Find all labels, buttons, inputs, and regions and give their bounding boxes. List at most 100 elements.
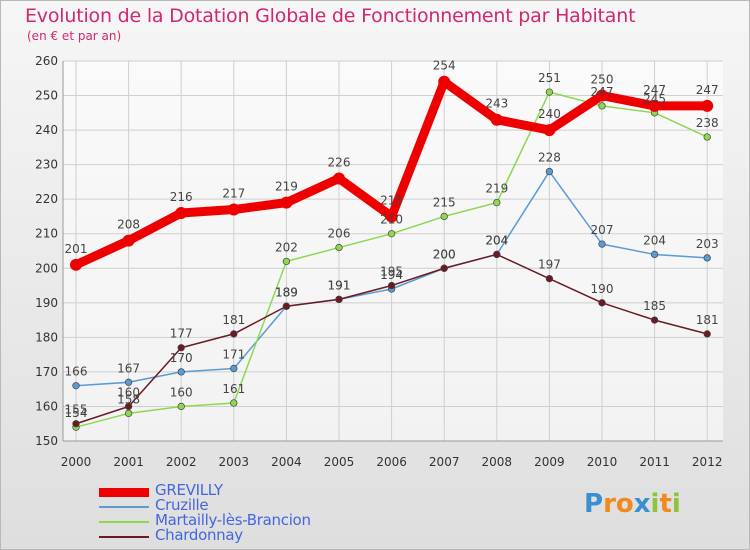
y-tick-label: 240 (35, 123, 58, 137)
x-tick-label: 2001 (113, 455, 144, 469)
y-tick-label: 250 (35, 89, 58, 103)
y-tick-label: 260 (35, 54, 58, 68)
data-point (703, 330, 711, 338)
data-label: 251 (538, 71, 561, 85)
data-point (230, 330, 238, 338)
data-label: 215 (433, 195, 456, 209)
data-label: 228 (538, 151, 561, 165)
data-point (70, 258, 82, 271)
data-point (545, 88, 554, 96)
proxiti-logo: Proxiti (584, 489, 681, 519)
data-point (282, 257, 291, 266)
y-tick-label: 200 (35, 261, 58, 275)
y-tick-label: 180 (35, 330, 58, 344)
data-point (333, 172, 345, 185)
data-label: 247 (696, 83, 719, 97)
data-point (438, 75, 451, 88)
data-point (650, 316, 659, 324)
data-point (545, 167, 554, 176)
data-label: 167 (117, 361, 140, 375)
data-point (335, 243, 343, 252)
data-label: 160 (170, 385, 193, 399)
data-label: 200 (433, 247, 456, 261)
y-tick-label: 220 (35, 192, 58, 206)
legend-swatch (99, 506, 149, 508)
legend-label: Chardonnay (155, 526, 243, 544)
logo-letter: i (650, 489, 660, 519)
y-tick-label: 150 (35, 434, 58, 448)
data-point (122, 234, 135, 247)
series-chardonnay (72, 250, 711, 428)
data-label: 161 (222, 382, 245, 396)
x-tick-label: 2010 (587, 455, 618, 469)
logo-letter: t (659, 489, 672, 519)
data-label: 181 (222, 313, 245, 327)
data-point (72, 420, 80, 428)
data-label: 210 (380, 213, 403, 227)
legend-label: GREVILLY (155, 481, 223, 499)
data-label: 170 (170, 351, 193, 365)
x-tick-label: 2008 (482, 455, 513, 469)
logo-letter: x (633, 489, 651, 519)
data-point (596, 89, 608, 102)
chart-subtitle: (en € et par an) (27, 29, 122, 43)
data-label: 158 (117, 392, 140, 406)
series-martailly-l-s-brancion (72, 88, 711, 431)
data-point (387, 281, 396, 290)
data-point (385, 210, 398, 223)
data-label: 204 (485, 233, 508, 247)
data-label: 202 (275, 240, 298, 254)
data-point (490, 113, 503, 126)
data-label: 208 (117, 218, 140, 232)
x-tick-label: 2003 (219, 455, 250, 469)
data-label: 240 (538, 107, 561, 121)
data-point (230, 399, 238, 407)
y-tick-label: 210 (35, 227, 58, 241)
data-label: 181 (696, 313, 719, 327)
y-tick-label: 190 (35, 296, 58, 310)
data-point (493, 250, 501, 259)
data-point (72, 382, 80, 390)
data-point (280, 196, 293, 209)
data-point (598, 299, 606, 307)
data-point (493, 198, 501, 207)
data-label: 254 (433, 59, 456, 73)
data-label: 219 (275, 180, 298, 194)
data-label: 245 (643, 92, 666, 106)
x-tick-label: 2011 (639, 455, 670, 469)
data-point (545, 274, 554, 283)
data-point (124, 409, 133, 418)
data-label: 226 (328, 155, 351, 169)
legend-label: Cruzille (155, 496, 209, 514)
data-point (703, 254, 711, 262)
x-tick-label: 2012 (692, 455, 723, 469)
data-label: 219 (485, 182, 508, 196)
data-point (227, 203, 240, 216)
data-label: 201 (65, 242, 88, 256)
x-tick-label: 2007 (429, 455, 460, 469)
data-label: 154 (65, 406, 88, 420)
data-label: 247 (643, 83, 666, 97)
legend-label: Martailly-lès-Brancion (155, 511, 311, 529)
y-tick-label: 230 (35, 158, 58, 172)
x-tick-label: 2004 (271, 455, 302, 469)
data-point (282, 302, 291, 310)
data-label: 185 (643, 299, 666, 313)
data-point (648, 99, 661, 112)
data-label: 250 (591, 73, 614, 87)
data-point (177, 344, 185, 352)
data-label: 207 (591, 223, 614, 237)
data-label: 215 (380, 193, 403, 207)
y-tick-label: 170 (35, 365, 58, 379)
data-label: 194 (380, 268, 403, 282)
data-label: 200 (433, 247, 456, 261)
data-label: 243 (485, 97, 508, 111)
data-label: 206 (328, 227, 351, 241)
data-label: 238 (696, 116, 719, 130)
x-tick-label: 2002 (166, 455, 197, 469)
data-point (177, 402, 185, 411)
x-tick-label: 2005 (324, 455, 355, 469)
series-grevilly (70, 75, 714, 271)
legend-swatch (99, 536, 149, 538)
legend-swatch (99, 521, 149, 523)
